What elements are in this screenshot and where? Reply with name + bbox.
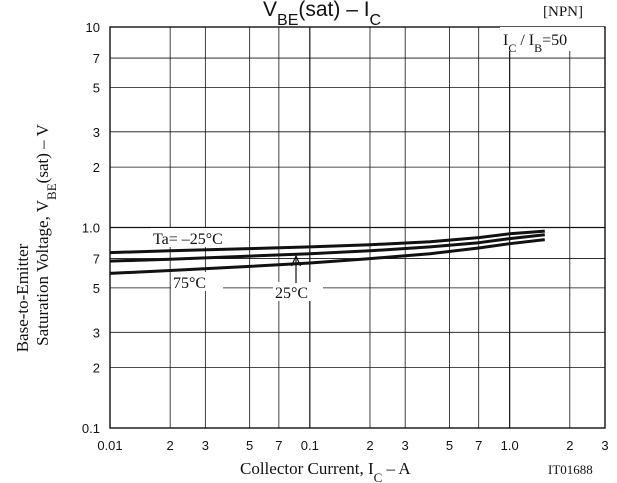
series-label-bg-25 [273,282,323,301]
series-label-25-arrow [290,254,302,283]
figure-code: IT01688 [548,462,593,477]
y-axis-label-line2: Saturation Voltage, VBE(sat) – V [33,123,59,345]
x-tick-label: 7 [475,438,482,453]
x-tick-label: 3 [601,438,608,453]
device-tag: [NPN] [543,4,583,20]
x-tick-label: 1.0 [501,438,519,453]
y-tick-label: 3 [93,125,100,140]
x-axis-label: Collector Current, IC – A [240,459,411,483]
y-tick-label: 7 [93,51,100,66]
chart-title: VBE(sat) – IC [263,0,381,29]
series-line [109,238,545,275]
y-axis-label-line1: Base-to-Emitter [13,243,32,352]
tick-labels: 0.01 2 3 5 7 0.1 2 3 5 7 1.0 2 3 0.1 2 3 5 7 1.0 2 3 5 7 10 [82,20,609,453]
x-tick-label: 5 [246,438,253,453]
y-tick-label: 2 [93,361,100,376]
series-line [109,229,545,255]
y-tick-label: 5 [93,281,100,296]
condition-label: IC / IB=50 [503,32,567,55]
y-tick-label: 5 [93,80,100,95]
x-tick-label: 2 [366,438,373,453]
y-tick-label: 2 [93,160,100,175]
series-lines [109,229,545,275]
x-tick-label: 2 [167,438,174,453]
y-tick-label: 3 [93,325,100,340]
x-tick-label: 5 [446,438,453,453]
series-label-bg-75 [171,272,223,291]
series-label-bg-minus25 [151,228,245,247]
x-tick-label: 2 [566,438,573,453]
x-tick-label: 3 [202,438,209,453]
x-tick-label: 7 [275,438,282,453]
x-tick-label: 0.1 [301,438,319,453]
series-label-minus25: Ta= –25°C [153,231,223,248]
grid [110,27,605,428]
plot-frame [109,26,606,429]
series-line [109,233,545,263]
y-tick-label: 7 [93,252,100,267]
y-tick-label: 10 [86,20,100,35]
y-tick-label: 1.0 [82,221,100,236]
x-tick-label: 0.01 [97,438,122,453]
series-label-25: 25°C [275,285,308,302]
series-label-75: 75°C [173,275,206,292]
condition-box [500,27,604,51]
y-tick-label: 0.1 [82,421,100,436]
x-tick-label: 3 [402,438,409,453]
